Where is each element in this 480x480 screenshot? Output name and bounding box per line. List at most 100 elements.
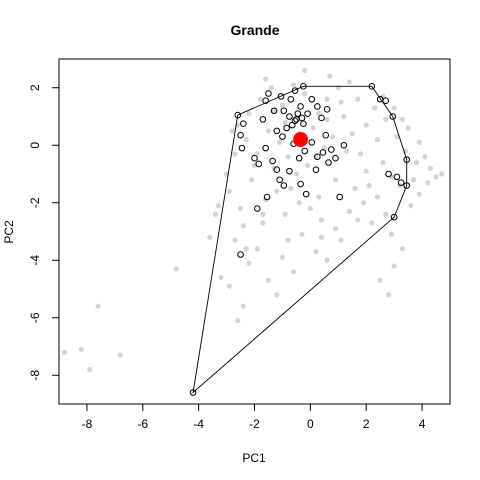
background-point [327,73,333,79]
background-point [324,96,330,102]
background-point [383,116,389,122]
y-tick-label: 0 [28,142,42,149]
highlight-point [308,95,316,103]
background-point [237,205,244,212]
background-point [307,205,313,212]
highlight-point [368,83,376,90]
highlight-point [189,389,197,396]
background-point [61,349,68,355]
highlight-point [277,93,285,100]
background-point [232,237,238,243]
highlight-point [259,116,267,123]
highlight-point [403,156,411,163]
centroid-marker [293,132,309,147]
highlight-point [389,113,397,120]
background-point [425,180,431,186]
highlight-point [297,180,304,188]
background-point [265,128,272,134]
background-point [324,116,330,122]
highlight-point [269,157,276,165]
background-point [374,136,380,143]
background-point [346,79,353,85]
background-point [302,90,308,97]
x-tick-label: -4 [193,417,204,431]
highlight-point [322,131,330,139]
highlight-point [288,121,296,129]
background-point [215,203,221,209]
background-point [240,303,246,309]
highlight-point [304,110,311,117]
highlight-point [273,127,281,135]
background-point [318,234,325,240]
x-axis-label: PC1 [242,451,266,465]
background-point [388,174,394,180]
background-point [341,113,347,120]
y-tick-label: -2 [28,197,42,208]
background-point [271,108,277,114]
background-point [299,231,305,237]
highlight-point [297,103,304,110]
background-point [285,237,291,243]
background-point [285,154,291,160]
background-point [366,182,372,189]
background-point [413,159,420,166]
highlight-point [318,114,325,122]
background-point [405,125,411,131]
highlight-point [237,131,244,139]
background-point [332,226,339,232]
background-point [330,134,336,140]
background-point [380,159,386,166]
background-point [371,105,378,111]
highlight-point [312,166,320,173]
background-point [207,234,213,240]
background-point [411,177,417,183]
background-point [87,366,93,373]
background-point [249,177,255,183]
highlight-point [262,144,269,152]
x-tick-label: -8 [82,417,93,431]
highlight-point [238,144,246,152]
background-point [296,200,302,206]
x-axis: -8 -6 -4 -2 0 2 4 [82,404,426,431]
background-point [291,82,297,88]
highlight-point [265,90,272,97]
background-point [274,292,280,298]
highlight-point [276,176,283,184]
convex-hull [192,85,408,394]
background-point [360,200,367,206]
highlight-point [270,107,278,115]
background-point [263,76,269,82]
hull-polygon [192,85,408,394]
background-point [212,211,218,217]
x-tick-label: 4 [419,417,426,431]
background-point [374,194,380,200]
highlight-point [294,110,302,117]
highlight-point [280,182,288,189]
background-point [332,177,339,183]
background-point [302,67,308,74]
highlight-point [280,107,288,115]
centroid-point [293,132,309,147]
highlight-point [295,154,303,162]
background-point [377,277,383,283]
background-point [288,185,294,191]
y-tick-label: -4 [28,255,42,266]
highlight-point [273,166,281,173]
highlight-point [286,167,293,175]
background-point [243,246,249,252]
highlight-point [251,154,258,162]
background-point [399,116,406,122]
highlight-point [253,205,261,212]
background-point [338,237,344,243]
background-point [408,203,414,209]
highlight-point [308,139,316,146]
background-point [380,93,386,99]
y-tick-label: -6 [28,312,42,323]
background-point [235,318,241,324]
background-point [279,102,286,108]
highlight-point [403,182,411,189]
background-point [355,96,361,102]
background-point [240,223,246,229]
